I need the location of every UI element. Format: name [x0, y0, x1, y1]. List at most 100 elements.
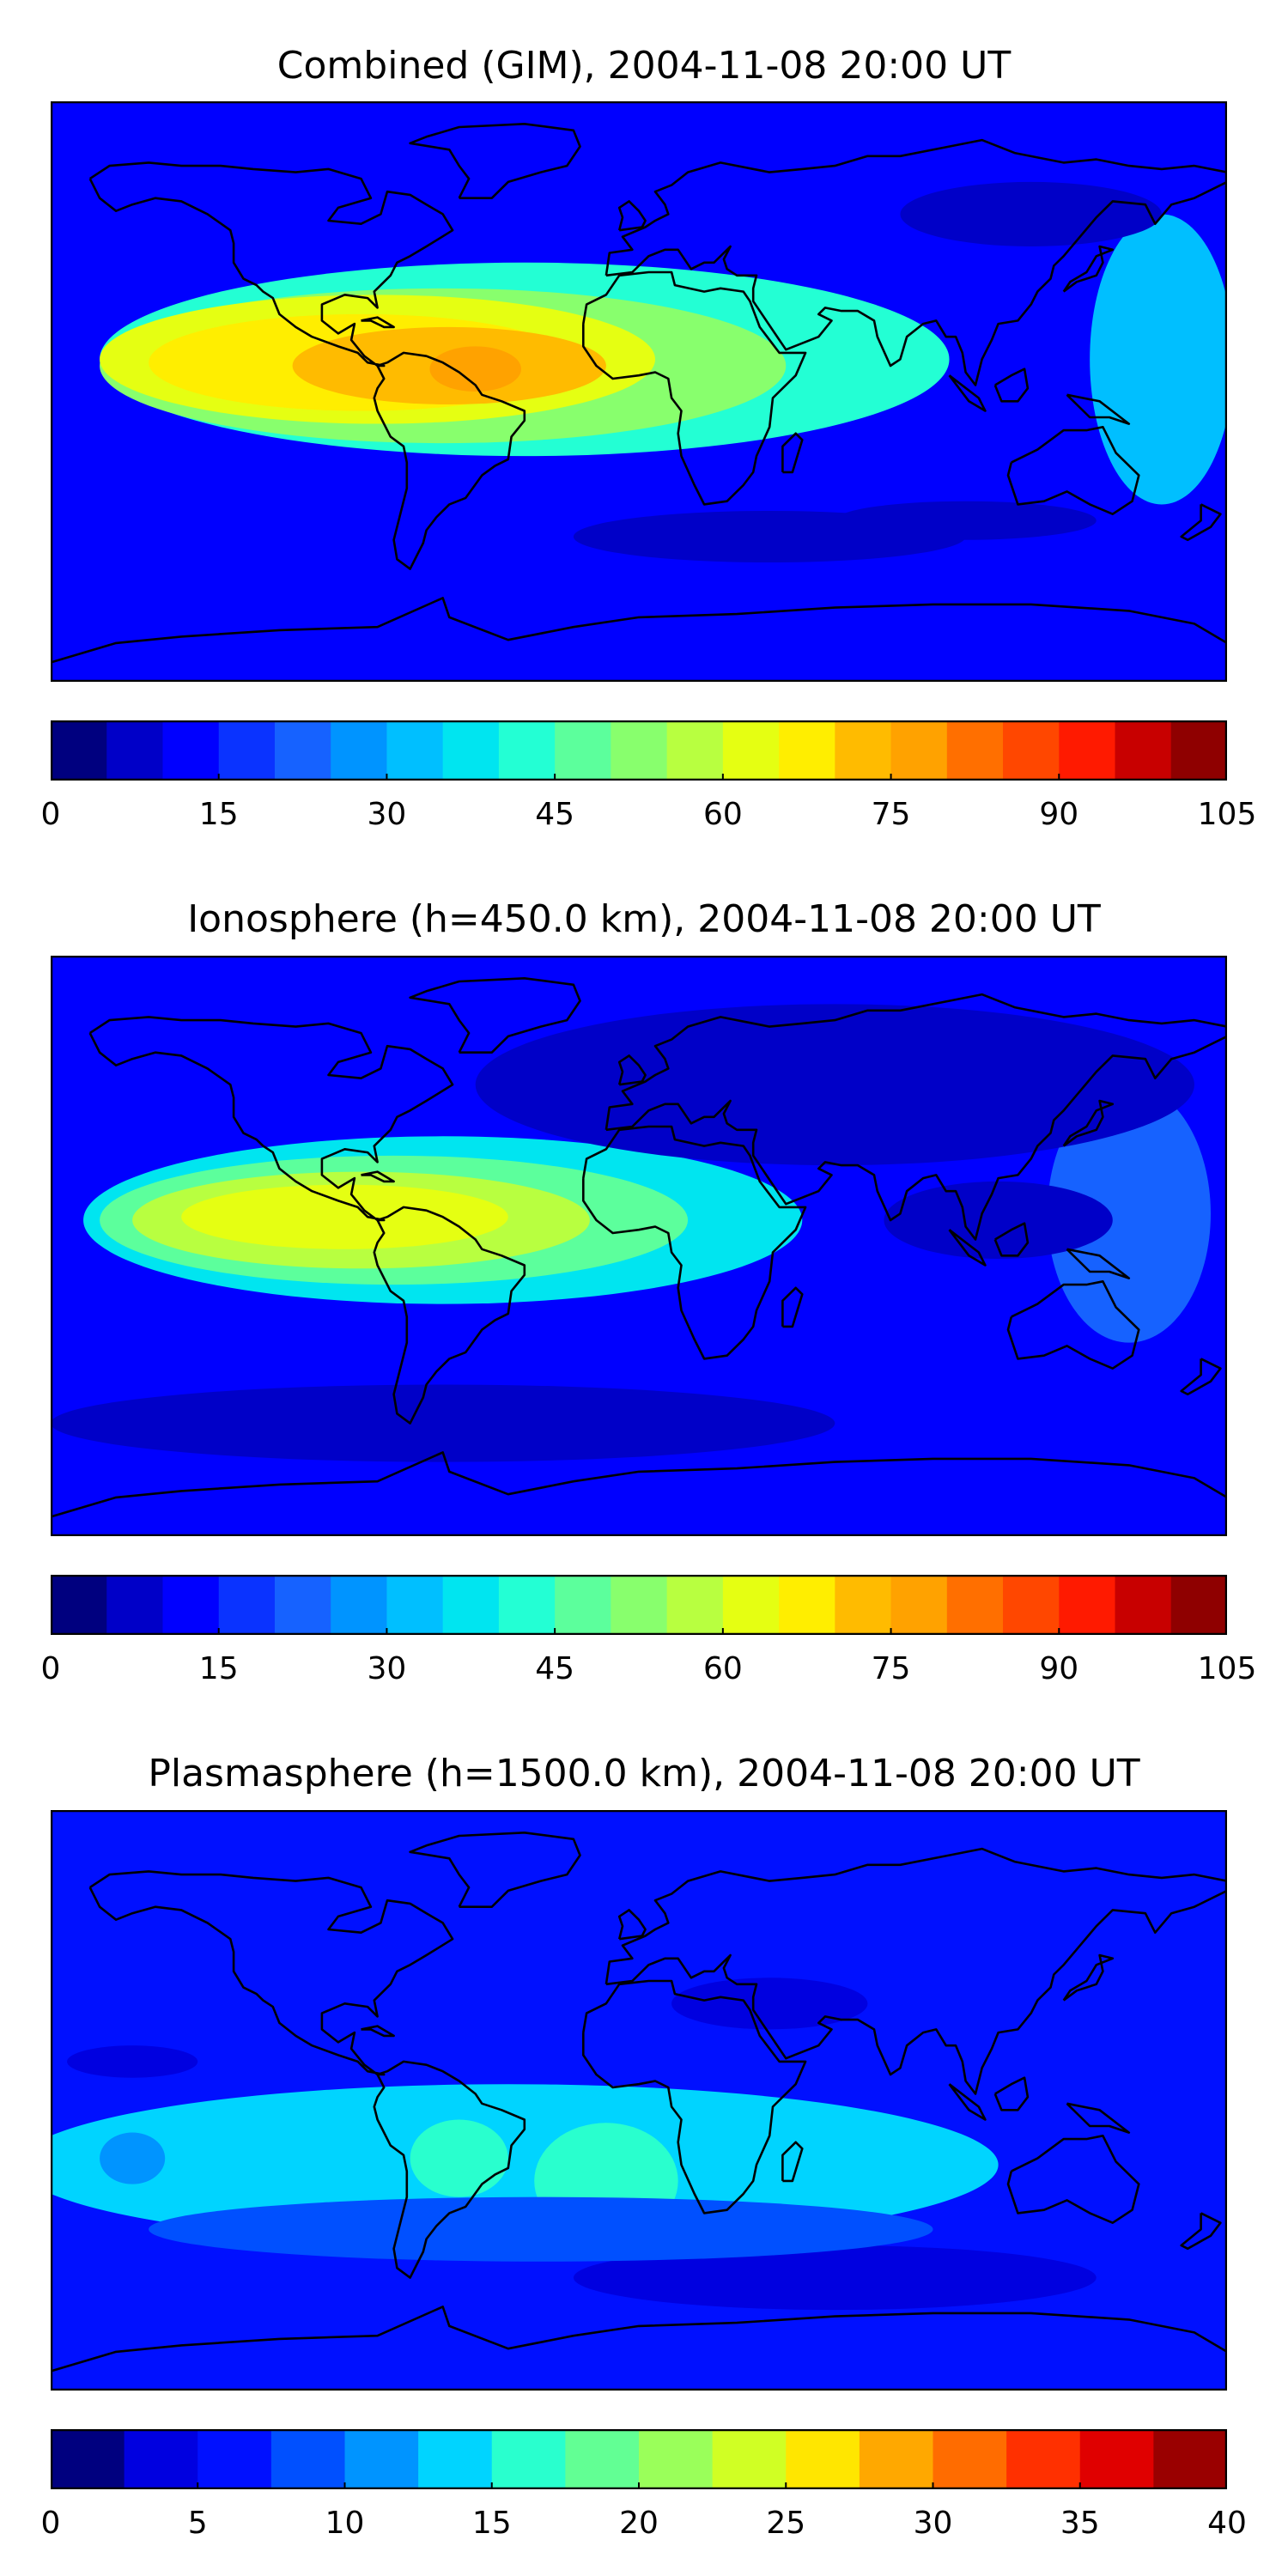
- colorbar-segment: [270, 2429, 346, 2489]
- coastline: [51, 1451, 1227, 1518]
- colorbar-tick-label: 20: [619, 2506, 659, 2541]
- contour-region: [67, 2045, 198, 2078]
- colorbar-tick-label: 0: [40, 2506, 61, 2541]
- coastline: [605, 138, 1227, 386]
- colorbar-segment: [786, 2429, 860, 2489]
- colorbar-segment: [946, 1575, 1004, 1635]
- colorbar-segment: [51, 2429, 125, 2489]
- colorbar-tick-label: 15: [471, 2506, 512, 2541]
- coastline: [781, 432, 804, 474]
- contour-region: [884, 1181, 1113, 1260]
- tec-map: [51, 101, 1227, 682]
- colorbar-tick-label: 90: [1039, 1651, 1079, 1686]
- contour-region: [337, 2035, 417, 2075]
- map-frame: [51, 956, 1227, 1536]
- coastline: [361, 316, 395, 329]
- colorbar-segment: [491, 2429, 566, 2489]
- colorbar-tick-label: 25: [766, 2506, 806, 2541]
- colorbar-segment: [1079, 2429, 1154, 2489]
- colorbar-segment: [274, 720, 331, 781]
- colorbar-segment: [162, 1575, 220, 1635]
- colorbar-segment: [331, 720, 388, 781]
- colorbar-tick-label: 0: [40, 1651, 61, 1686]
- colorbar-frame: [50, 720, 1228, 781]
- contour-region: [429, 346, 521, 392]
- chart-title: Ionosphere (h=450.0 km), 2004-11-08 20:0…: [187, 897, 1101, 941]
- colorbar-tick-labels: 0 15 30 45 60 75 90 105: [41, 796, 1257, 848]
- contour-region: [671, 1978, 868, 2030]
- colorbar-tick-labels: 0 15 30 45 60 75 90 105: [41, 1650, 1257, 1702]
- colorbar-segment: [1153, 2429, 1228, 2489]
- coastline: [1066, 393, 1131, 425]
- colorbar-segment: [611, 1575, 668, 1635]
- tec-map: [51, 956, 1227, 1536]
- coastline: [605, 1847, 1227, 2095]
- colorbar-segment: [218, 1575, 276, 1635]
- colorbar-segment: [611, 720, 668, 781]
- colorbar-segment: [712, 2429, 787, 2489]
- chart-title: Combined (GIM), 2004-11-08 20:00 UT: [276, 44, 1012, 88]
- contour-region: [1047, 1084, 1211, 1343]
- contour-region: [1090, 214, 1227, 505]
- colorbar-segment: [498, 1575, 556, 1635]
- map-plot: [51, 1810, 1227, 2391]
- colorbar-segment: [106, 720, 164, 781]
- colorbar-segment: [442, 1575, 500, 1635]
- colorbar-segment: [386, 720, 444, 781]
- coastline: [781, 1286, 804, 1328]
- colorbar-segment: [386, 1575, 444, 1635]
- coastline: [1062, 1099, 1115, 1147]
- colorbar: [50, 1574, 1228, 1636]
- colorbar-segment: [722, 1575, 780, 1635]
- contour-region: [900, 181, 1162, 246]
- colorbar-segment: [1003, 720, 1060, 781]
- colorbar-segment: [859, 2429, 934, 2489]
- contour-region: [410, 2119, 508, 2197]
- colorbar-segment: [106, 1575, 164, 1635]
- colorbar-tick-label: 40: [1207, 2506, 1247, 2541]
- coastline: [1180, 503, 1222, 542]
- coastline: [581, 270, 807, 506]
- colorbar-tick-label: 90: [1039, 797, 1079, 832]
- coastline: [948, 374, 987, 412]
- colorbar-tick-label: 10: [325, 2506, 365, 2541]
- coastline: [1066, 2102, 1131, 2134]
- coastline: [1180, 2212, 1222, 2251]
- colorbar: [50, 720, 1228, 781]
- coastline: [1006, 2134, 1140, 2225]
- coastline: [617, 1054, 647, 1086]
- contour-region: [835, 501, 1097, 540]
- contour-region: [573, 2245, 1097, 2311]
- colorbar-segment: [1003, 1575, 1060, 1635]
- colorbar-segment: [890, 720, 948, 781]
- coastline: [373, 1206, 526, 1425]
- coastline: [88, 161, 454, 368]
- colorbar-segment: [946, 720, 1004, 781]
- colorbar-segment: [418, 2429, 493, 2489]
- contour-region: [51, 1384, 835, 1462]
- colorbar-segment: [162, 720, 220, 781]
- contour-region: [475, 1004, 1194, 1166]
- coastline: [993, 368, 1030, 403]
- colorbar-segment: [1115, 1575, 1172, 1635]
- colorbar-segment: [124, 2429, 198, 2489]
- colorbar-tick-label: 35: [1060, 2506, 1100, 2541]
- coastline: [948, 2083, 987, 2121]
- colorbar-segment: [51, 1575, 107, 1635]
- colorbar-segment: [933, 2429, 1007, 2489]
- coastline: [993, 1222, 1030, 1257]
- colorbar-segment: [442, 720, 500, 781]
- coastline: [617, 200, 647, 232]
- colorbar-tick-label: 105: [1197, 1651, 1257, 1686]
- coastline: [88, 1016, 454, 1222]
- colorbar-segment: [666, 1575, 724, 1635]
- map-frame: [51, 101, 1227, 682]
- colorbar-segment: [1115, 720, 1172, 781]
- coastline: [948, 1229, 987, 1267]
- colorbar-segment: [835, 720, 892, 781]
- colorbar-tick-label: 30: [367, 1651, 407, 1686]
- coastline: [51, 2306, 1227, 2372]
- colorbar-segment: [1059, 720, 1116, 781]
- colorbar-segment: [218, 720, 276, 781]
- colorbar: [50, 2428, 1228, 2490]
